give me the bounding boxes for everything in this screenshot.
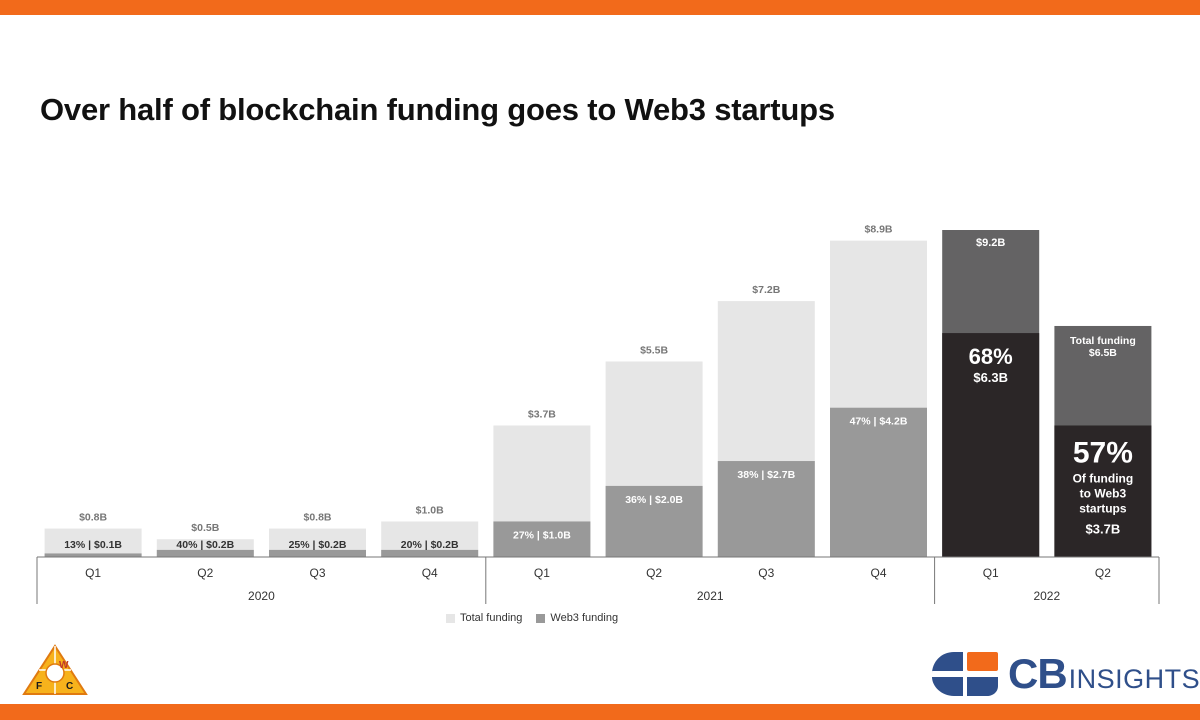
highlight-value-q2-2022: $3.7B <box>1086 521 1121 536</box>
bottom-accent-bar <box>0 704 1200 720</box>
wfc-letter-f: F <box>36 681 42 692</box>
x-tick-label: Q1 <box>534 566 550 580</box>
x-group-label: 2021 <box>697 589 724 603</box>
wfc-letter-c: C <box>66 681 73 692</box>
data-label-total: $0.8B <box>303 512 331 524</box>
x-group-label: 2020 <box>248 589 275 603</box>
data-label-web3: 20% | $0.2B <box>401 539 459 551</box>
x-tick-label: Q2 <box>1095 566 1111 580</box>
data-label-total: $9.2B <box>976 237 1005 249</box>
x-tick-label: Q1 <box>85 566 101 580</box>
chart-legend: Total funding Web3 funding <box>446 612 618 624</box>
data-label-total: $0.8B <box>79 512 107 524</box>
top-accent-bar <box>0 0 1200 15</box>
bar-web3 <box>605 485 703 557</box>
data-label-web3: 40% | $0.2B <box>176 539 234 551</box>
highlight-pct-q2-2022: 57% <box>1073 436 1133 469</box>
cb-insights-logo: CB INSIGHTS <box>930 650 1200 698</box>
data-label-total: $1.0B <box>416 504 444 516</box>
x-tick-label: Q1 <box>983 566 999 580</box>
data-label-total: $0.5B <box>191 522 219 534</box>
wfc-logo: W F C <box>22 644 88 695</box>
bar-web3 <box>156 549 254 557</box>
data-label-web3: 47% | $4.2B <box>850 416 908 428</box>
x-group-label: 2022 <box>1033 589 1060 603</box>
legend-item-web3: Web3 funding <box>536 612 618 624</box>
x-tick-label: Q4 <box>870 566 886 580</box>
bar-web3 <box>493 521 591 557</box>
legend-swatch-web3 <box>536 613 546 623</box>
legend-label-total: Total funding <box>460 612 523 624</box>
highlight-pct-q1-2022: 68% <box>969 344 1013 369</box>
data-label-web3: 38% | $2.7B <box>737 469 795 481</box>
x-tick-label: Q2 <box>197 566 213 580</box>
data-label-total: $7.2B <box>752 284 780 296</box>
data-label-web3: 27% | $1.0B <box>513 529 571 541</box>
data-label-total: $5.5B <box>640 345 668 357</box>
data-label-web3: 13% | $0.1B <box>64 539 122 551</box>
x-tick-label: Q3 <box>758 566 774 580</box>
data-label-total: $8.9B <box>864 224 892 236</box>
x-tick-label: Q3 <box>309 566 325 580</box>
data-label-web3: 25% | $0.2B <box>289 539 347 551</box>
bar-web3 <box>381 549 479 557</box>
x-tick-label: Q2 <box>646 566 662 580</box>
cb-wordmark-bold: CB <box>1008 650 1068 697</box>
wfc-letter-w: W <box>59 660 69 671</box>
cb-insights-wordmark: CB INSIGHTS <box>1008 650 1200 698</box>
highlight-note-line: Of funding <box>1073 471 1134 485</box>
bar-web3 <box>717 461 815 557</box>
bar-web3 <box>1054 425 1152 557</box>
legend-item-total: Total funding <box>446 612 522 624</box>
bar-web3 <box>44 553 142 557</box>
chart-title: Over half of blockchain funding goes to … <box>40 92 835 127</box>
x-tick-label: Q4 <box>422 566 438 580</box>
legend-label-web3: Web3 funding <box>550 612 619 624</box>
cb-wordmark-light: INSIGHTS <box>1068 664 1200 694</box>
bar-web3 <box>942 333 1040 557</box>
data-label-total: $3.7B <box>528 408 556 420</box>
data-label-total: $6.5B <box>1089 347 1117 359</box>
cb-insights-mark-icon <box>932 652 998 696</box>
bar-total <box>44 528 142 557</box>
data-label-web3: 36% | $2.0B <box>625 494 683 506</box>
highlight-value-q1-2022: $6.3B <box>973 370 1008 385</box>
highlight-note-line: startups <box>1079 501 1127 515</box>
legend-swatch-total <box>446 613 455 623</box>
highlight-total-title-q2-2022: Total funding <box>1070 335 1136 347</box>
bar-web3 <box>269 549 366 557</box>
bar-web3 <box>830 407 927 557</box>
highlight-note-line: to Web3 <box>1080 486 1127 500</box>
